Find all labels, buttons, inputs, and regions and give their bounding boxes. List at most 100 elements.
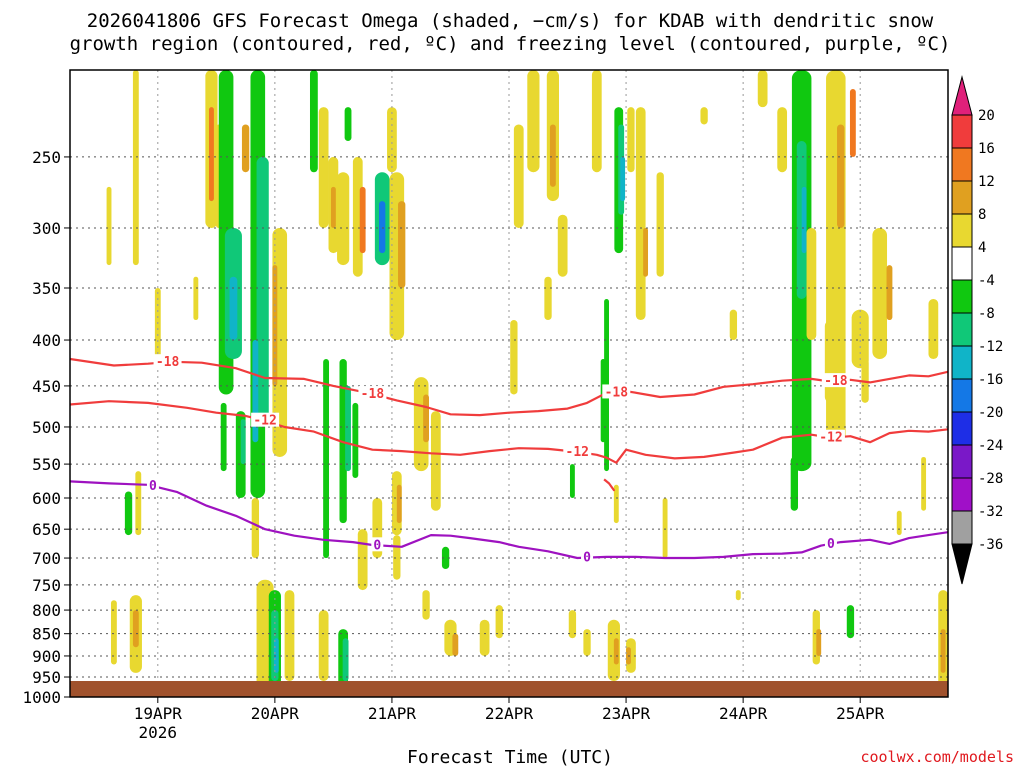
- contour-label-bg: [824, 535, 837, 550]
- y-tick-label: 650: [32, 520, 61, 539]
- omega-blob: [777, 107, 788, 173]
- omega-blob: [757, 70, 768, 108]
- colorbar-label: -28: [978, 471, 1003, 487]
- contour-label: 0: [827, 537, 835, 552]
- omega-blob: [124, 491, 133, 536]
- y-tick-label: 400: [32, 331, 61, 350]
- omega-blob: [240, 419, 246, 465]
- omega-blob: [513, 124, 524, 228]
- omega-blob: [801, 186, 807, 254]
- omega-blob: [544, 276, 552, 321]
- y-tick-label: 900: [32, 647, 61, 666]
- contour-label: 0: [149, 479, 157, 494]
- x-tick-label: 25APR: [836, 704, 885, 723]
- plot-area: -18 -18 -18 -18 -12 -12 -12 0 0 0 0: [69, 69, 949, 698]
- omega-blob: [824, 320, 838, 403]
- contour-label-bg: [153, 354, 182, 369]
- contour-label: -18: [605, 385, 629, 400]
- colorbar-arrow-top: [951, 75, 973, 116]
- chart-title-line1: 2026041806 GFS Forecast Omega (shaded, −…: [87, 10, 934, 32]
- y-axis: 250 300 350 400 450 500 550 600 650 700 750 800 850 9…: [22, 148, 70, 707]
- omega-blob: [557, 214, 568, 277]
- y-tick-label: 450: [32, 377, 61, 396]
- colorbar-label: -8: [978, 306, 995, 322]
- omega-blob: [643, 227, 649, 277]
- omega-blob: [272, 265, 278, 386]
- x-tick-sublabel: 2026: [139, 723, 178, 742]
- omega-blob: [806, 227, 817, 341]
- contour-label-bg: [358, 386, 387, 401]
- y-tick-label: 500: [32, 418, 61, 437]
- colorbar-segment: [951, 510, 973, 545]
- contour-label-bg: [146, 478, 159, 493]
- omega-blob: [735, 590, 741, 601]
- omega-blob: [928, 298, 939, 360]
- colorbar-label: -16: [978, 372, 1003, 388]
- omega-blob: [359, 186, 366, 254]
- x-tick-label: 22APR: [485, 704, 534, 723]
- y-tick-label: 700: [32, 549, 61, 568]
- colorbar-segment: [951, 477, 973, 512]
- omega-blob: [309, 70, 318, 173]
- omega-blob: [393, 535, 401, 580]
- omega-blob: [921, 456, 927, 511]
- omega-blob: [344, 107, 352, 142]
- omega-blob: [849, 89, 856, 157]
- omega-blob: [132, 70, 139, 266]
- omega-blob: [591, 70, 602, 173]
- contour-line: [603, 478, 616, 492]
- omega-blob: [583, 629, 591, 656]
- x-tick-label: 21APR: [368, 704, 417, 723]
- contour-label-bg: [816, 429, 845, 444]
- omega-blob: [620, 156, 626, 202]
- x-tick-label: 23APR: [602, 704, 651, 723]
- omega-blob: [422, 590, 430, 620]
- colorbar-segment: [951, 246, 973, 281]
- colorbar-segment: [951, 312, 973, 347]
- colorbar-label: -20: [978, 405, 1003, 421]
- contour-label-bg: [251, 412, 280, 427]
- colorbar-label: -32: [978, 504, 1003, 520]
- chart-title-line2: growth region (contoured, red, ºC) and f…: [70, 33, 951, 55]
- omega-blob: [851, 309, 869, 369]
- colorbar-label: -12: [978, 339, 1003, 355]
- contour-label: 0: [583, 551, 591, 566]
- y-tick-label: 950: [32, 668, 61, 687]
- omega-blob: [627, 107, 635, 173]
- colorbar-label: 4: [978, 240, 986, 256]
- contour-label: -18: [824, 374, 848, 389]
- omega-blob: [220, 402, 227, 472]
- y-tick-label: 250: [32, 148, 61, 167]
- omega-blob: [256, 156, 269, 427]
- contour-label: -12: [253, 414, 276, 429]
- omega-blob: [209, 107, 214, 202]
- colorbar-segment: [951, 345, 973, 380]
- colorbar-label: -4: [978, 273, 995, 289]
- omega-blob: [241, 124, 250, 173]
- omega-blob: [251, 497, 260, 559]
- colorbar-label: -24: [978, 438, 1003, 454]
- x-tick-label: 24APR: [719, 704, 768, 723]
- omega-blob: [387, 107, 397, 173]
- colorbar-segment: [951, 378, 973, 413]
- omega-blob: [318, 610, 329, 682]
- x-axis-label: Forecast Time (UTC): [407, 747, 613, 768]
- omega-blob: [342, 638, 349, 682]
- omega-blob: [423, 394, 430, 443]
- omega-blob: [837, 124, 845, 228]
- omega-blob: [135, 471, 142, 536]
- credit-text: coolwx.com/models: [860, 748, 1014, 766]
- omega-blob: [816, 629, 822, 656]
- y-tick-label: 600: [32, 489, 61, 508]
- omega-blob: [398, 201, 406, 289]
- omega-blob: [379, 201, 386, 254]
- y-tick-label: 1000: [22, 688, 61, 707]
- omega-blob: [318, 107, 329, 228]
- grid: [70, 70, 948, 697]
- omega-blob: [110, 600, 117, 665]
- omega-blob: [396, 484, 402, 524]
- omega-blob: [106, 186, 112, 266]
- omega-blob: [352, 402, 359, 479]
